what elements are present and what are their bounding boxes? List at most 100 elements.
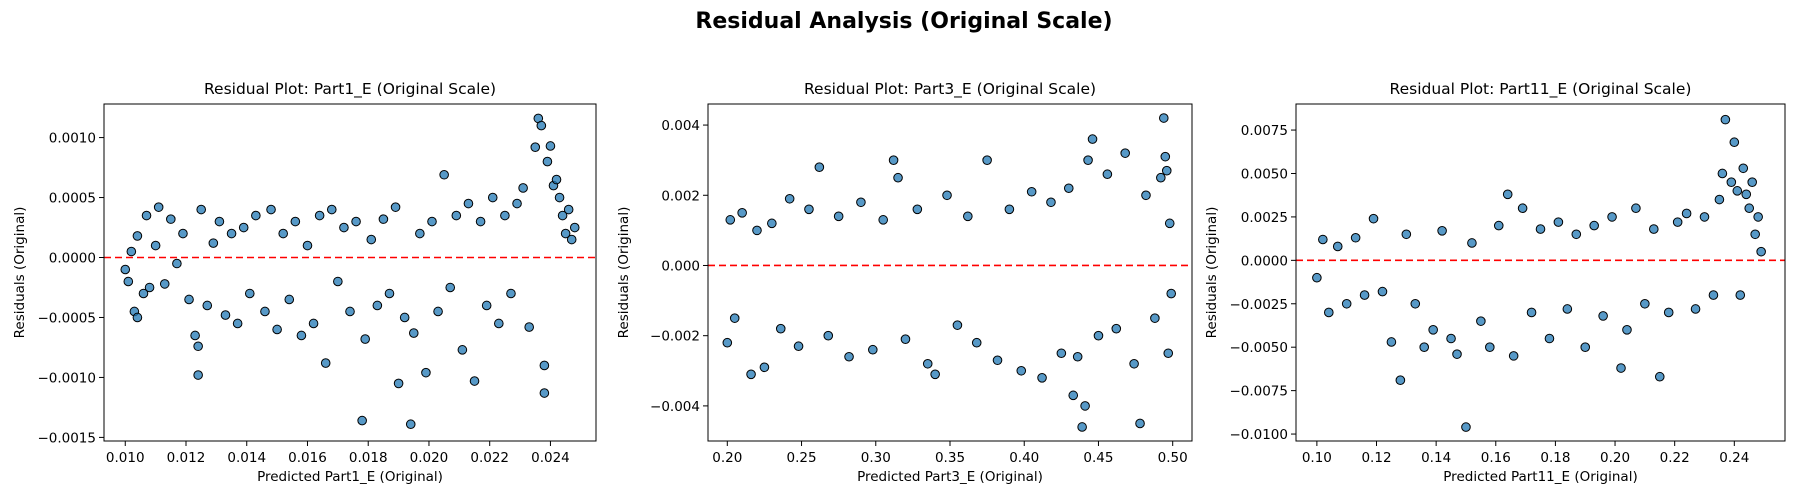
scatter-point bbox=[506, 288, 516, 299]
scatter-point bbox=[208, 238, 219, 248]
scatter-point bbox=[1476, 316, 1486, 326]
x-tick-label: 0.024 bbox=[531, 450, 570, 466]
scatter-points bbox=[1312, 114, 1766, 432]
scatter-point bbox=[238, 222, 249, 233]
x-tick-label: 0.10 bbox=[1302, 450, 1332, 466]
scatter-point bbox=[1717, 168, 1728, 179]
scatter-point bbox=[1141, 190, 1151, 201]
scatter-point bbox=[1452, 349, 1462, 359]
scatter-point bbox=[150, 240, 161, 251]
scatter-point bbox=[1750, 229, 1760, 240]
scatter-point bbox=[804, 204, 814, 215]
scatter-point bbox=[159, 279, 170, 289]
x-axis-label: Predicted Part1_E (Original) bbox=[257, 469, 443, 485]
y-tick-label: 0.0000 bbox=[1241, 253, 1288, 269]
axes-frame bbox=[103, 103, 597, 442]
scatter-point bbox=[1004, 204, 1015, 215]
x-tick-label: 0.022 bbox=[470, 450, 509, 466]
scatter-points bbox=[722, 113, 1177, 432]
scatter-point bbox=[1324, 307, 1334, 318]
scatter-point bbox=[1729, 137, 1740, 148]
scatter-point bbox=[193, 341, 203, 352]
scatter-point bbox=[1410, 298, 1421, 309]
scatter-point bbox=[1735, 290, 1746, 300]
scatter-point bbox=[260, 306, 270, 317]
scatter-point bbox=[942, 190, 952, 201]
scatter-point bbox=[1714, 194, 1725, 205]
scatter-point bbox=[284, 294, 295, 305]
scatter-point bbox=[1553, 217, 1564, 227]
scatter-point bbox=[126, 246, 137, 257]
scatter-point bbox=[351, 216, 361, 227]
scatter-point bbox=[1150, 313, 1160, 323]
scatter-point bbox=[326, 204, 337, 215]
scatter-point bbox=[1654, 371, 1665, 382]
y-tick-label: −0.0005 bbox=[37, 310, 96, 326]
scatter-point bbox=[963, 211, 973, 222]
scatter-point bbox=[856, 197, 866, 208]
scatter-point bbox=[190, 330, 200, 341]
scatter-point bbox=[1083, 155, 1093, 165]
scatter-point bbox=[1461, 422, 1471, 432]
scatter-point bbox=[1720, 114, 1731, 125]
scatter-point bbox=[1161, 165, 1172, 176]
x-tick-label: 0.50 bbox=[1158, 450, 1188, 466]
scatter-point bbox=[1571, 229, 1582, 240]
scatter-point bbox=[1589, 220, 1599, 231]
scatter-point bbox=[888, 155, 899, 165]
scatter-point bbox=[1163, 348, 1174, 359]
scatter-point bbox=[725, 215, 736, 225]
scatter-point bbox=[433, 306, 443, 317]
scatter-point bbox=[545, 141, 556, 151]
scatter-point bbox=[153, 202, 164, 212]
scatter-point bbox=[427, 216, 437, 227]
scatter-point bbox=[1622, 325, 1632, 335]
scatter-point bbox=[1160, 151, 1171, 162]
scatter-point bbox=[500, 210, 510, 221]
x-tick-label: 0.20 bbox=[712, 450, 742, 466]
scatter-point bbox=[1166, 288, 1177, 299]
panel-part1: Residual Plot: Part1_E (Original Scale) … bbox=[12, 80, 597, 485]
scatter-point bbox=[793, 341, 804, 352]
scatter-point bbox=[542, 156, 553, 167]
scatter-point bbox=[1080, 401, 1090, 411]
scatter-point bbox=[123, 276, 134, 287]
scatter-point bbox=[530, 142, 541, 152]
scatter-point bbox=[1485, 342, 1495, 353]
scatter-point bbox=[1312, 272, 1322, 283]
panel-part11: Residual Plot: Part11_E (Original Scale)… bbox=[1204, 80, 1786, 485]
x-axis-label: Predicted Part11_E (Original) bbox=[1443, 469, 1637, 485]
scatter-point bbox=[1077, 422, 1087, 432]
scatter-point bbox=[922, 358, 933, 369]
scatter-point bbox=[1401, 229, 1412, 240]
scatter-point bbox=[1607, 212, 1617, 222]
scatter-point bbox=[1428, 325, 1438, 335]
scatter-point bbox=[1681, 208, 1692, 219]
scatter-point bbox=[566, 234, 577, 245]
scatter-point bbox=[320, 358, 331, 368]
scatter-point bbox=[1419, 342, 1430, 353]
x-tick-label: 0.010 bbox=[106, 450, 145, 466]
x-tick-label: 0.020 bbox=[410, 450, 449, 466]
scatter-point bbox=[518, 183, 528, 193]
scatter-point bbox=[1437, 226, 1447, 236]
scatter-point bbox=[1526, 307, 1537, 318]
y-axis-label: Residuals (Original) bbox=[616, 207, 632, 339]
x-tick-label: 0.14 bbox=[1421, 450, 1451, 466]
scatter-point bbox=[141, 210, 152, 221]
scatter-point bbox=[1747, 177, 1757, 187]
scatter-point bbox=[366, 234, 377, 245]
x-tick-label: 0.45 bbox=[1083, 450, 1113, 466]
scatter-point bbox=[439, 169, 449, 180]
scatter-point bbox=[1068, 390, 1079, 401]
scatter-point bbox=[551, 174, 562, 185]
x-tick-label: 0.25 bbox=[787, 450, 817, 466]
scatter-point bbox=[372, 300, 383, 311]
scatter-point bbox=[554, 192, 565, 203]
scatter-point bbox=[481, 300, 492, 311]
panel-part3: Residual Plot: Part3_E (Original Scale) … bbox=[616, 80, 1193, 485]
scatter-point bbox=[244, 288, 255, 299]
scatter-point bbox=[451, 210, 462, 221]
scatter-point bbox=[1341, 298, 1352, 309]
